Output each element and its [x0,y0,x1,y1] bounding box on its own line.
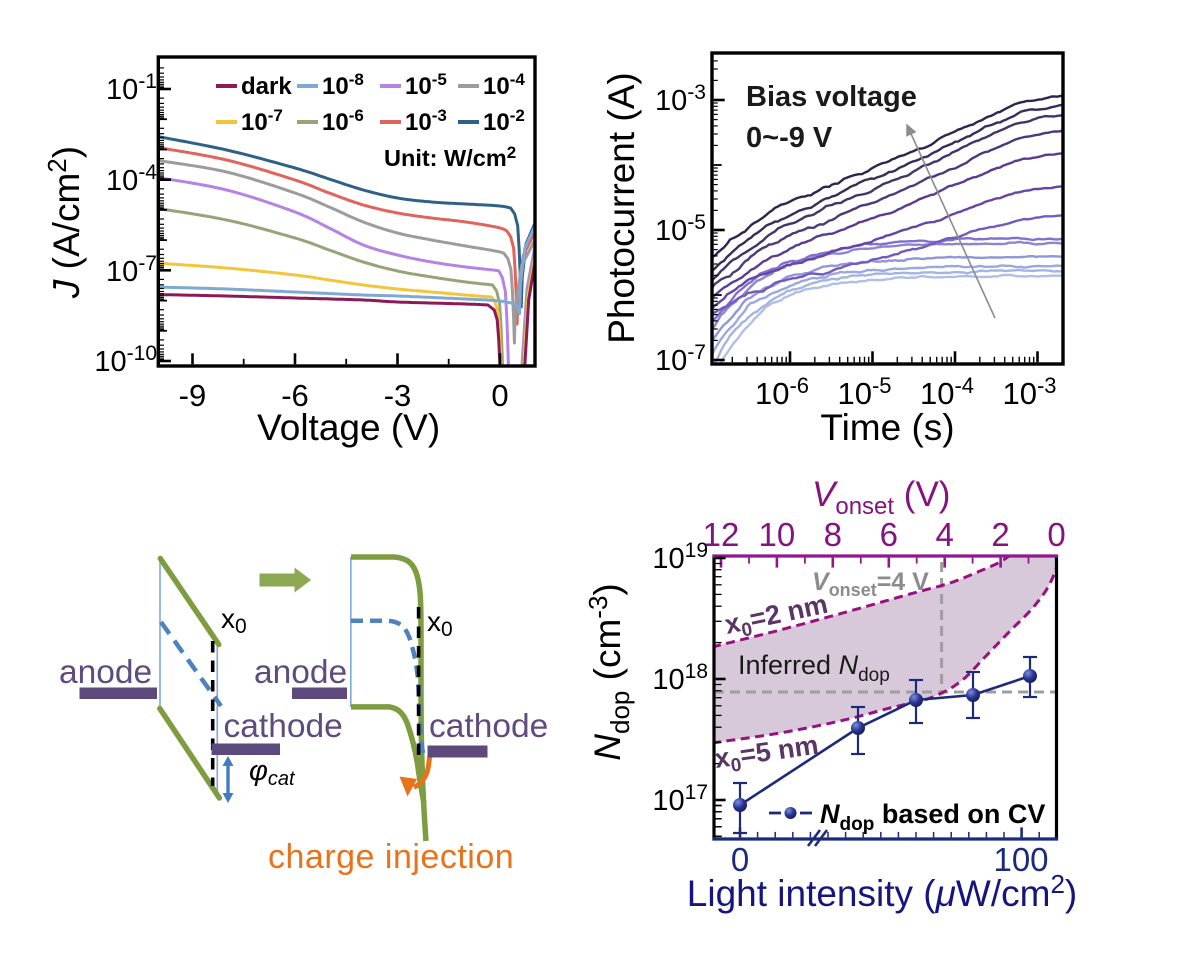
svg-text:anode: anode [59,654,152,691]
svg-text:charge injection: charge injection [268,838,514,876]
svg-text:Voltage (V): Voltage (V) [257,407,440,448]
svg-text:100: 100 [993,841,1048,878]
svg-text:Unit: W/cm2: Unit: W/cm2 [384,143,516,171]
svg-text:0: 0 [1047,516,1065,553]
svg-text:-9: -9 [179,378,207,413]
svg-text:12: 12 [703,516,740,553]
svg-text:-3: -3 [384,378,412,413]
svg-text:2: 2 [991,516,1009,553]
svg-text:-6: -6 [281,378,309,413]
svg-text:6: 6 [880,516,898,553]
svg-text:0: 0 [491,378,508,413]
svg-text:Ndop based on CV: Ndop based on CV [820,799,1045,835]
svg-text:Vonset=4 V: Vonset=4 V [812,568,929,600]
svg-text:4: 4 [935,516,953,553]
svg-text:Bias voltage: Bias voltage [746,81,917,113]
svg-text:Light intensity (μW/cm2): Light intensity (μW/cm2) [687,869,1077,914]
svg-text:cathode: cathode [224,708,343,745]
svg-text:Ndop (cm-3): Ndop (cm-3) [583,583,635,761]
svg-text:Vonset (V): Vonset (V) [812,475,950,520]
svg-text:10-6: 10-6 [755,373,809,411]
svg-text:10-5: 10-5 [405,70,447,100]
svg-text:8: 8 [824,516,842,553]
svg-text:Photocurrent (A): Photocurrent (A) [601,72,642,343]
svg-text:10: 10 [759,516,796,553]
svg-text:10-8: 10-8 [322,70,364,100]
svg-text:10-3: 10-3 [1002,373,1056,411]
svg-text:0~-9 V: 0~-9 V [746,122,833,154]
svg-text:Time (s): Time (s) [820,407,954,448]
svg-text:10-4: 10-4 [106,161,157,197]
svg-text:anode: anode [254,654,347,691]
svg-text:0: 0 [731,841,749,878]
svg-text:cathode: cathode [429,708,548,745]
svg-text:10-5: 10-5 [655,211,706,247]
svg-text:10-4: 10-4 [483,70,525,100]
svg-text:dark: dark [241,73,292,100]
